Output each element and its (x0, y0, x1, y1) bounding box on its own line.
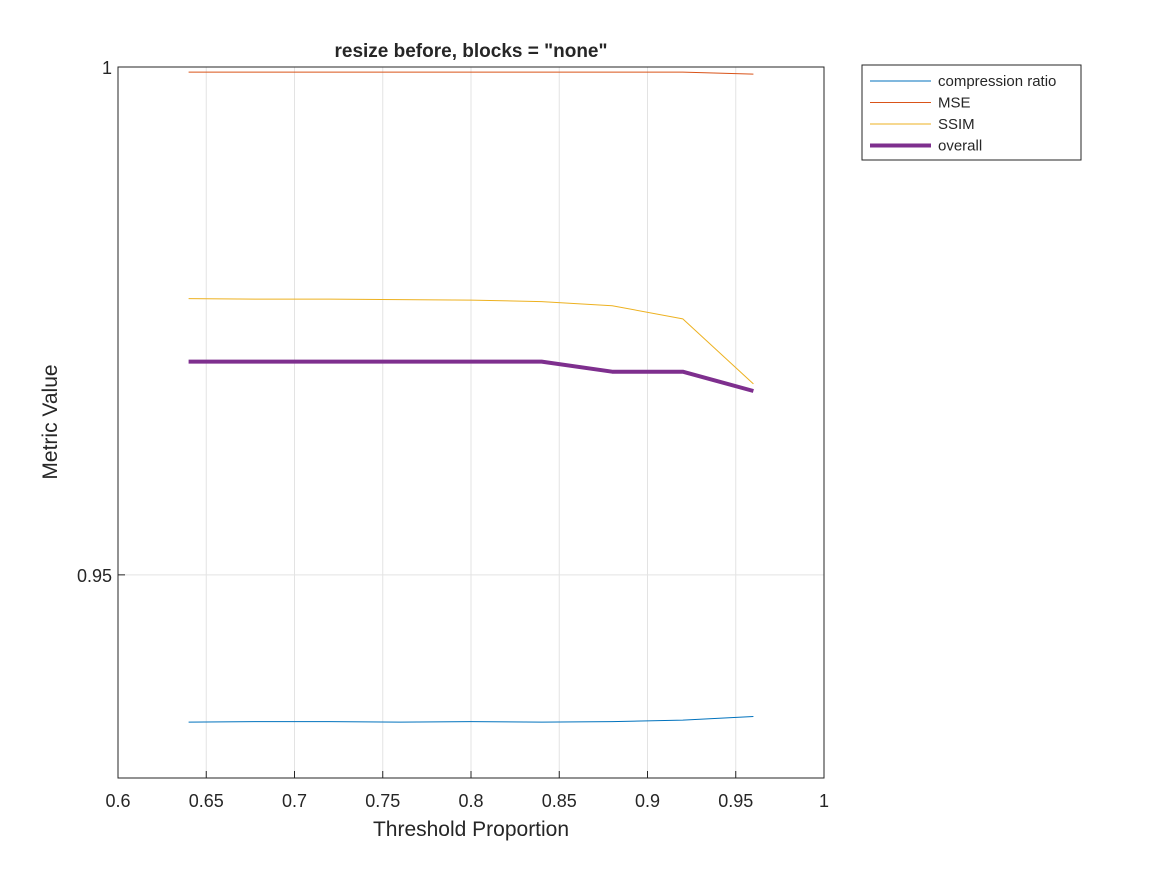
legend-label-compression-ratio: compression ratio (938, 73, 1056, 90)
x-axis-label: Threshold Proportion (373, 818, 569, 841)
x-tick-label: 0.65 (189, 791, 224, 811)
x-tick-label: 0.95 (718, 791, 753, 811)
x-tick-label: 1 (819, 791, 829, 811)
x-tick-label: 0.75 (365, 791, 400, 811)
series-line-overall (188, 359, 754, 393)
series-lines (188, 71, 754, 723)
y-axis-label: Metric Value (39, 364, 62, 479)
legend-label-overall: overall (938, 138, 982, 155)
series-line-compression-ratio (188, 716, 754, 723)
y-tick-label: 1 (102, 58, 112, 78)
series-line-mse (188, 71, 754, 75)
x-tick-label: 0.85 (542, 791, 577, 811)
x-tick-label: 0.6 (105, 791, 130, 811)
chart-title: resize before, blocks = "none" (334, 41, 607, 62)
legend: compression ratio MSE SSIM overall (861, 64, 1082, 161)
x-tick-label: 0.7 (282, 791, 307, 811)
x-tick-label: 0.8 (458, 791, 483, 811)
x-tick-label: 0.9 (635, 791, 660, 811)
axis-ticks: 0.6 0.65 0.7 0.75 0.8 0.85 0.9 0.95 1 0.95 1 (77, 58, 829, 811)
legend-label-ssim: SSIM (938, 116, 975, 133)
legend-label-mse: MSE (938, 95, 971, 112)
plot-area: 0.6 0.65 0.7 0.75 0.8 0.85 0.9 0.95 1 0.95 1 (77, 58, 829, 811)
series-line-ssim (188, 298, 754, 385)
y-tick-label: 0.95 (77, 566, 112, 586)
